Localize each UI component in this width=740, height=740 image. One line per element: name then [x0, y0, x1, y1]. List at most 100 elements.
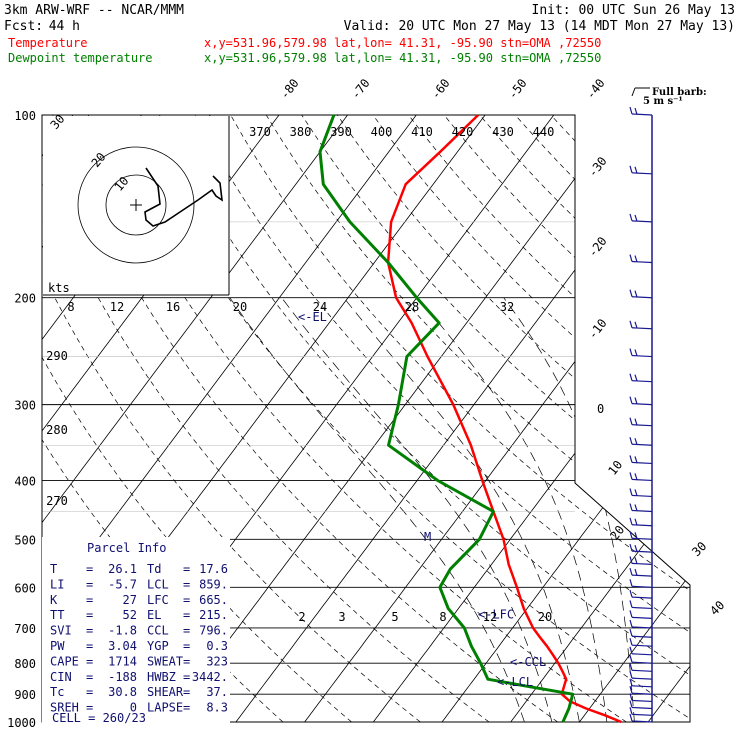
- theta-label: 430: [492, 125, 514, 139]
- theta-label: 410: [411, 125, 433, 139]
- wind-barb-flag: [634, 166, 638, 174]
- wind-barb-flag: [629, 517, 633, 525]
- wind-barb-flag: [634, 489, 638, 496]
- parcel-eq: =: [86, 624, 93, 638]
- forecast-label: Fcst:: [4, 19, 43, 34]
- parcel-eq: =: [86, 685, 93, 699]
- level-marker: <-LCL: [497, 675, 533, 689]
- pressure-tick-label: 700: [14, 622, 36, 636]
- isotherm-label: 0: [597, 402, 604, 416]
- wind-legend-title: Full barb:: [652, 87, 707, 98]
- wind-barb: [631, 562, 653, 565]
- moist-adiabat: [343, 297, 580, 722]
- wind-barb: [631, 574, 653, 577]
- wind-barb-flag: [629, 619, 633, 628]
- level-marker: <-CCL: [510, 655, 546, 669]
- parcel-eq: =: [86, 670, 93, 684]
- wind-barb-flag: [634, 397, 638, 405]
- isotherm-label: -40: [583, 76, 607, 102]
- parcel-key-right: Td: [147, 562, 161, 576]
- parcel-info-panel: Parcel Info T = 26.1 Td = 17.6 LI = -5.7 LCL = 859.…: [42, 537, 230, 727]
- isotherm-label: -10: [585, 316, 609, 342]
- mixing-ratio-label: 24: [313, 300, 327, 314]
- wind-barb-flag: [634, 255, 638, 263]
- parcel-value-right: 323: [206, 654, 228, 668]
- wind-barb-flag: [634, 290, 638, 298]
- mixing-ratio-label: 28: [405, 300, 419, 314]
- parcel-value-right: 8.3: [206, 701, 228, 715]
- parcel-value-right: 665.: [199, 593, 228, 607]
- wind-barb-flag: [629, 373, 633, 381]
- isotherm-label: -60: [428, 76, 452, 102]
- isotherm-label: -50: [505, 76, 529, 102]
- dry-adiabat: [693, 115, 740, 722]
- parcel-key-left: TT: [50, 608, 64, 622]
- parcel-key-right: LAPSE: [147, 701, 183, 715]
- isotherm: [441, 115, 690, 722]
- wind-barb: [631, 606, 653, 610]
- parcel-value-left: -1.8: [108, 624, 137, 638]
- moist-adiabat: [229, 297, 525, 722]
- mixing-ratio-label-low: 3: [338, 610, 345, 624]
- wind-barb-flag: [629, 503, 633, 511]
- dry-adiabat: [52, 115, 558, 722]
- wind-barb-flag: [629, 455, 633, 463]
- dry-adiabat: [372, 115, 690, 722]
- wind-barb: [631, 296, 653, 299]
- wind-barb: [631, 113, 653, 116]
- parcel-table: T = 26.1 Td = 17.6 LI = -5.7 LCL = 859. K = 27 LFC = 665.…: [50, 562, 228, 715]
- wind-barb-flag: [634, 557, 638, 564]
- wind-barb: [631, 327, 653, 330]
- wind-barb-flag: [629, 655, 633, 663]
- pressure-tick-label: 400: [14, 474, 36, 488]
- parcel-value-right: 3442.: [192, 670, 228, 684]
- parcel-eq: =: [86, 562, 93, 576]
- parcel-key-left: Tc: [50, 685, 64, 699]
- parcel-value-left: 30.8: [108, 685, 137, 699]
- hodograph-units: kts: [48, 281, 70, 295]
- wind-barb-flag: [629, 670, 633, 679]
- forecast-hour: 44 h: [49, 19, 80, 34]
- isotherm: [235, 115, 690, 722]
- wind-barb-flag: [634, 349, 638, 357]
- init-time: Init: 00 UTC Sun 26 May 13: [532, 3, 736, 18]
- wind-barb-flag: [634, 544, 638, 552]
- dewpoint-trace: [318, 114, 575, 723]
- theta-label: 400: [371, 125, 393, 139]
- wind-barb-flag: [629, 589, 633, 598]
- wind-barb-flag: [629, 165, 633, 173]
- wind-barb-flag: [634, 214, 638, 222]
- wind-barb-flag: [629, 686, 633, 694]
- wind-barb: [631, 596, 653, 599]
- pressure-tick-label: 600: [14, 581, 36, 595]
- wind-barb: [631, 685, 653, 688]
- pressure-tick-label: 900: [14, 688, 36, 702]
- mixing-ratio-label-low: 8: [439, 610, 446, 624]
- parcel-key-left: SVI: [50, 624, 72, 638]
- wind-barb: [631, 713, 653, 716]
- theta-left-label: 290: [46, 349, 68, 363]
- pressure-tick-label: 300: [14, 399, 36, 413]
- dry-adiabat: [159, 115, 690, 722]
- wind-barb: [631, 537, 653, 540]
- wind-barb: [631, 220, 653, 223]
- wind-barb: [631, 260, 653, 264]
- wind-barb: [631, 424, 653, 427]
- isotherm: [717, 115, 740, 722]
- parcel-key-right: CCL: [147, 624, 169, 638]
- wind-barb: [631, 661, 653, 664]
- wind-barb: [631, 585, 653, 588]
- parcel-value-left: 26.1: [108, 562, 137, 576]
- wind-barb-flag: [634, 107, 638, 115]
- mixing-ratio-label: 20: [233, 300, 247, 314]
- parcel-eq: =: [86, 654, 93, 668]
- wind-barb-flag: [634, 321, 638, 329]
- wind-barb-flag: [629, 637, 633, 646]
- pressure-tick-label: 200: [14, 292, 36, 306]
- wind-barb: [631, 677, 653, 680]
- wind-legend-unit: 5 m s⁻¹: [643, 96, 683, 107]
- parcel-eq: =: [86, 577, 93, 591]
